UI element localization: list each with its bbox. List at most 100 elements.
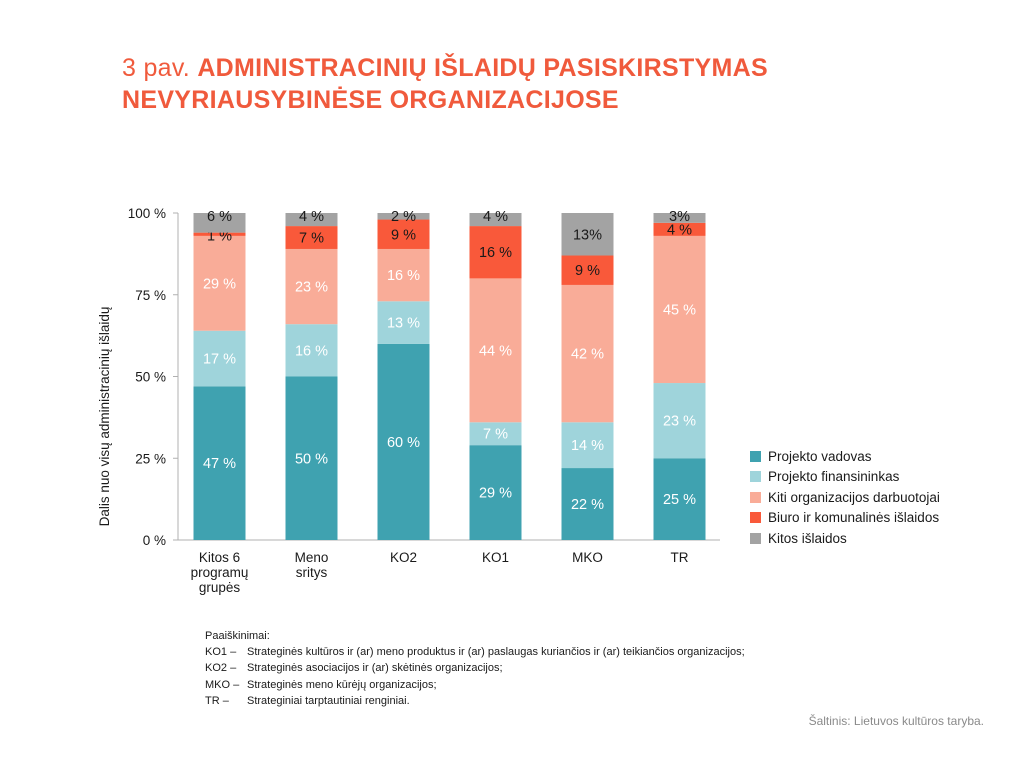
legend-item: Projekto vadovas [750,446,940,467]
explanations-heading: Paaiškinimai: [205,630,270,642]
source-note: Šaltinis: Lietuvos kultūros taryba. [808,714,984,728]
data-label: 7 % [299,231,324,247]
explanation-row: TR – Strateginiai tarptautiniai renginiai… [205,693,745,709]
bar-segment [285,213,338,227]
explanations-block: Paaiškinimai: KO1 – Strateginės kultūros … [205,628,745,709]
data-label: 16 % [387,268,420,284]
x-tick-label: KO2 [390,550,417,565]
x-tick-label: MKO [572,550,603,565]
bar-segment [653,458,706,540]
bar-segment [469,422,522,446]
bar-segment [653,213,706,223]
data-label: 4 % [483,209,508,225]
bar-segment [285,248,338,325]
legend-swatch-office-utilities [750,512,761,524]
data-label: 16 % [295,343,328,359]
bar-segment [377,213,430,220]
legend-label: Biuro ir komunalinės išlaidos [768,510,940,526]
data-label: 23 % [663,414,696,430]
explanation-row: MKO – Strateginės meno kūrėjų organizacij… [205,677,745,693]
data-label: 45 % [663,302,696,318]
data-label: 9 % [575,263,600,279]
data-label: 42 % [571,347,604,363]
bar-segment [193,386,246,540]
figure-number: 3 pav. [122,54,191,82]
explanation-abbr: KO1 – [205,646,237,659]
data-label: 22 % [571,497,604,513]
explanation-text: Strateginės kultūros ir (ar) meno produk… [247,646,745,659]
bar-segment [193,330,246,387]
legend-label: Kiti organizacijos darbuotojai [768,489,940,505]
bar-segment [469,226,522,279]
bar-segment [377,219,430,249]
y-tick-label: 0 % [143,533,166,548]
bar-segment [653,383,706,459]
bar-segment [561,255,614,285]
bar-segment [653,222,706,236]
y-tick-label: 100 % [128,206,166,221]
data-label: 23 % [295,280,328,296]
data-label: 50 % [295,451,328,467]
bar-segment [285,226,338,249]
y-tick-label: 75 % [135,288,166,303]
explanation-row: KO1 – Strateginės kultūros ir (ar) meno p… [205,644,745,660]
explanation-abbr: TR – [205,694,229,707]
page-title: 3 pav. ADMINISTRACINIŲ IŠLAIDŲ PASISKIRS… [122,52,982,116]
data-label: 44 % [479,343,512,359]
bar-segment [377,343,430,540]
bar-segment [561,213,614,256]
explanation-text: Strateginiai tarptautiniai renginiai. [247,694,410,707]
legend-swatch-project-manager [750,450,761,462]
legend-label: Projekto vadovas [768,448,872,464]
data-label: 7 % [483,427,508,443]
x-tick-label: TR [671,550,689,565]
bar-segment [653,235,706,384]
legend-item: Biuro ir komunalinės išlaidos [750,508,940,529]
legend-swatch-other-staff [750,491,761,503]
bar-segment [561,284,614,423]
bar-segment [377,248,430,302]
bar-segment [285,324,338,377]
legend-swatch-other-expenses [750,532,761,544]
y-axis-title: Dalis nuo visų administracinių išlaidų [97,307,112,527]
bar-segment [193,235,246,331]
bar-segment [469,213,522,227]
x-tick-label: Meno [295,550,329,565]
data-label: 14 % [571,438,604,454]
bar-segment [193,213,246,233]
legend-item: Kiti organizacijos darbuotojai [750,487,940,508]
explanation-abbr: KO2 – [205,662,237,675]
explanation-text: Strateginės meno kūrėjų organizacijos; [247,678,437,691]
bar-segment [561,468,614,540]
chart-legend: Projekto vadovas Projekto finansininkas … [750,446,940,549]
x-tick-label: KO1 [482,550,509,565]
explanation-text: Strateginės asociacijos ir (ar) skėtinės… [247,662,503,675]
x-tick-label: sritys [296,565,328,580]
data-label: 4 % [299,209,324,225]
explanation-row: KO2 – Strateginės asociacijos ir (ar) skė… [205,660,745,676]
x-tick-label: programų [191,565,249,580]
data-label: 13 % [387,316,420,332]
bar-segment [469,278,522,423]
y-tick-label: 25 % [135,451,166,466]
data-label: 25 % [663,492,696,508]
bar-segment [469,445,522,540]
data-label: 29 % [479,486,512,502]
data-label: 6 % [207,209,232,225]
bar-segment [193,232,246,236]
data-label: 4 % [667,222,692,238]
data-label: 60 % [387,435,420,451]
figure-title: ADMINISTRACINIŲ IŠLAIDŲ PASISKIRSTYMAS N… [122,54,768,114]
explanation-abbr: MKO – [205,678,240,691]
legend-item: Projekto finansininkas [750,467,940,488]
data-label: 47 % [203,456,236,472]
data-label: 3% [669,209,690,225]
y-tick-label: 50 % [135,370,166,385]
legend-swatch-project-financier [750,471,761,483]
legend-item: Kitos išlaidos [750,528,940,549]
data-label: 2 % [391,209,416,225]
x-tick-label: grupės [199,580,241,595]
data-label: 29 % [203,276,236,292]
data-label: 17 % [203,352,236,368]
